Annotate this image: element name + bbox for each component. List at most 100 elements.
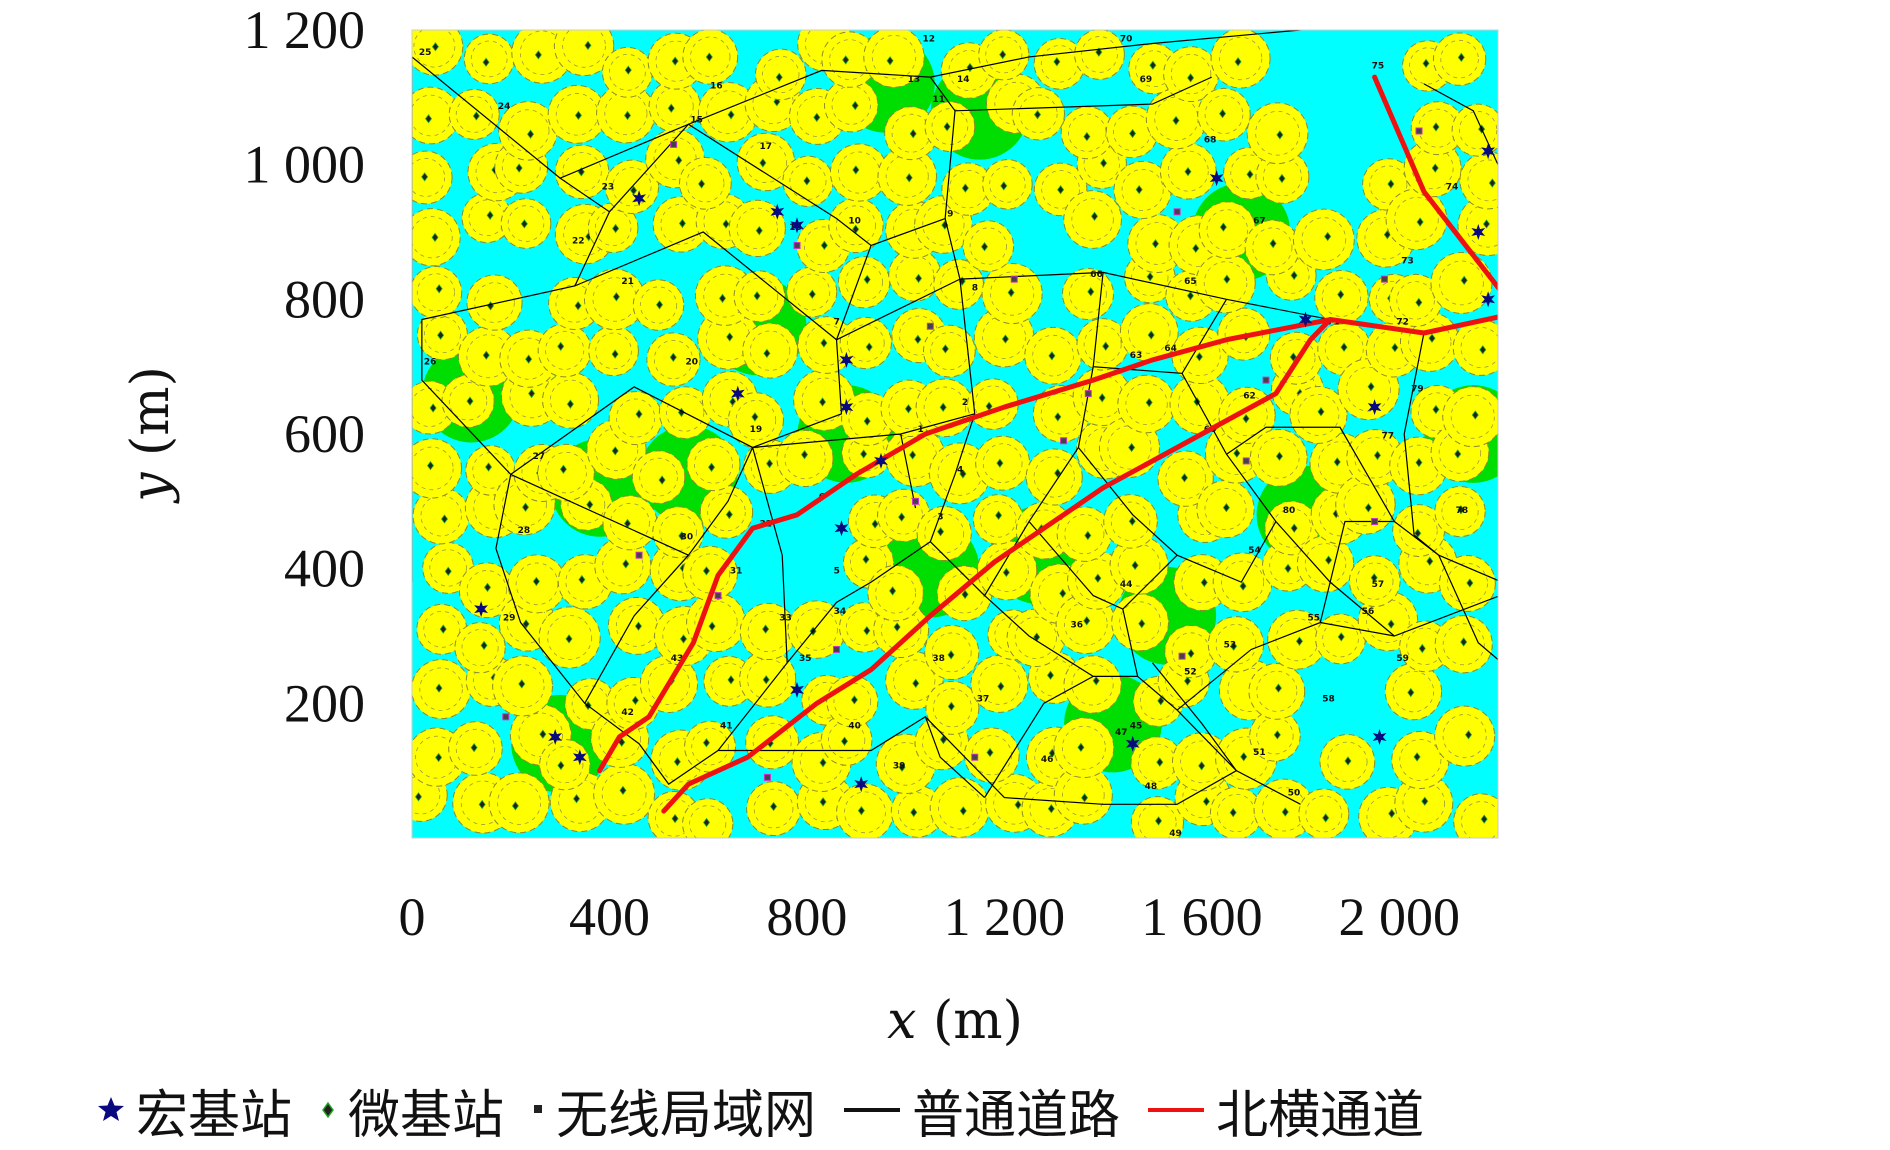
micro-station xyxy=(1230,641,1238,651)
micro-station xyxy=(1337,289,1345,300)
micro-station xyxy=(1457,52,1465,62)
road-segment xyxy=(1028,521,1178,610)
micro-station xyxy=(1146,272,1154,282)
micro-station xyxy=(1131,560,1139,571)
micro-station xyxy=(1421,796,1429,806)
micro-cell xyxy=(1210,30,1271,89)
micro-station xyxy=(912,678,920,688)
micro-cell xyxy=(448,88,500,140)
micro-cell xyxy=(925,680,980,735)
micro-station xyxy=(1242,414,1250,424)
micro-station xyxy=(937,527,945,537)
micro-cell xyxy=(1392,504,1445,557)
micro-station xyxy=(671,56,679,66)
micro-station xyxy=(1229,807,1237,818)
micro-station xyxy=(1014,800,1022,810)
micro-station xyxy=(947,650,955,660)
micro-station xyxy=(557,760,565,771)
micro-station xyxy=(898,512,906,522)
macro-station xyxy=(770,203,785,220)
micro-station xyxy=(1275,451,1283,461)
road-node-label: 24 xyxy=(498,102,511,112)
x-tick-label: 1 600 xyxy=(1141,887,1263,947)
micro-station xyxy=(819,397,827,407)
micro-station xyxy=(857,805,865,816)
micro-station xyxy=(852,165,860,175)
x-tick-label: 2 000 xyxy=(1339,887,1461,947)
micro-cell xyxy=(416,309,468,361)
micro-station xyxy=(1200,577,1208,588)
micro-cell xyxy=(412,86,460,145)
micro-cell xyxy=(1438,555,1496,612)
micro-station xyxy=(1145,397,1153,408)
micro-cell xyxy=(1459,151,1498,210)
micro-station xyxy=(1295,636,1303,646)
micro-cell xyxy=(1394,773,1454,833)
micro-cell xyxy=(500,198,552,249)
micro-station xyxy=(1184,166,1192,177)
micro-station xyxy=(1147,330,1155,340)
micro-cell xyxy=(412,266,463,319)
macro-station xyxy=(1125,735,1140,752)
micro-cell xyxy=(648,80,701,133)
micro-cell xyxy=(1389,273,1443,327)
x-tick-label: 1 200 xyxy=(944,887,1066,947)
road-network xyxy=(412,30,1498,805)
road-node-label: 12 xyxy=(922,34,935,44)
road-segment xyxy=(924,716,986,799)
road-node-label: 54 xyxy=(1248,546,1261,556)
macro-station xyxy=(790,217,804,234)
micro-cell xyxy=(1244,219,1301,276)
micro-station xyxy=(819,797,827,807)
micro-station xyxy=(722,219,730,229)
y-tick-label: 800 xyxy=(284,269,365,329)
micro-station xyxy=(534,50,542,60)
micro-station xyxy=(611,446,619,456)
micro-station xyxy=(1053,57,1061,67)
road-node-label: 34 xyxy=(834,607,847,617)
micro-station xyxy=(532,576,540,587)
road-node-label: 49 xyxy=(1169,829,1182,839)
micro-cell xyxy=(1011,87,1065,141)
micro-station xyxy=(1415,457,1423,468)
road-node-label: 25 xyxy=(419,48,432,58)
micro-cell xyxy=(588,325,639,377)
y-tick-label: 1 000 xyxy=(244,135,366,195)
road-node-label: 21 xyxy=(621,277,634,287)
macro-station xyxy=(874,452,888,469)
micro-station xyxy=(528,388,536,399)
road-node-label: 15 xyxy=(690,115,703,125)
micro-station xyxy=(1084,530,1092,541)
micro-cell xyxy=(1197,87,1251,142)
micro-station xyxy=(1281,807,1289,817)
micro-station xyxy=(1269,238,1277,249)
micro-station xyxy=(865,342,873,352)
micro-station xyxy=(630,185,638,196)
micro-station xyxy=(619,785,627,796)
road-node-label: 8 xyxy=(972,284,978,294)
micro-cell xyxy=(1060,106,1114,160)
micro-station xyxy=(466,396,474,406)
micro-station xyxy=(1239,581,1247,591)
micro-station xyxy=(1432,404,1440,415)
micro-station xyxy=(1483,219,1491,229)
plot-frame xyxy=(411,29,1499,839)
micro-cell xyxy=(1157,450,1214,507)
micro-station xyxy=(1415,297,1423,308)
x-tick-label: 400 xyxy=(569,887,650,947)
micro-station xyxy=(1007,287,1015,298)
micro-station xyxy=(527,129,535,139)
micro-station xyxy=(1135,184,1143,195)
micro-station xyxy=(435,683,443,693)
micro-station xyxy=(1276,130,1284,140)
micro-cell xyxy=(412,208,461,267)
micro-station xyxy=(1344,756,1352,766)
micro-cell xyxy=(1195,252,1256,314)
micro-station xyxy=(675,155,683,165)
micro-station xyxy=(698,179,706,189)
micro-station xyxy=(482,350,490,360)
micro-station xyxy=(1095,47,1103,57)
micro-station xyxy=(1192,243,1200,254)
micro-station xyxy=(440,514,448,524)
macro-station xyxy=(1298,311,1313,328)
